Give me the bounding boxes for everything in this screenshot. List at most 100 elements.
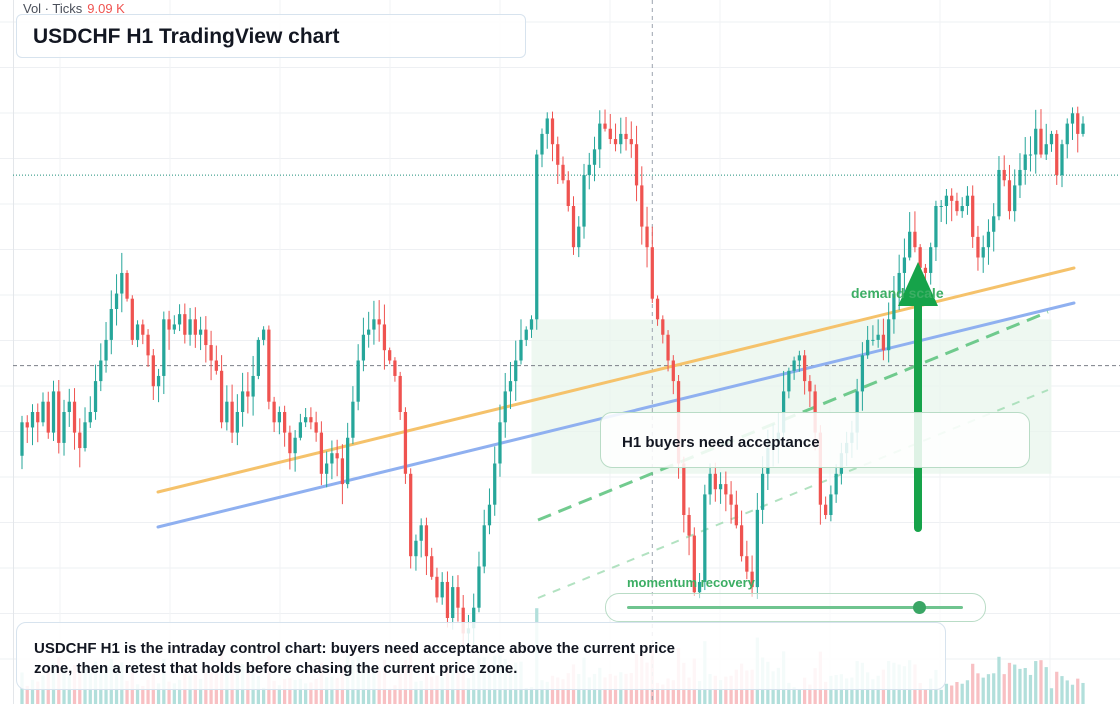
candle-body <box>824 504 828 515</box>
candle-body <box>1007 180 1012 212</box>
candle-body <box>62 412 66 443</box>
candle-body <box>1049 133 1054 145</box>
candle-body <box>934 206 938 248</box>
candle-body <box>225 401 229 423</box>
candle-body <box>760 473 765 510</box>
candle-body <box>109 309 113 340</box>
candle-body <box>1039 128 1043 155</box>
candle-body <box>1044 144 1048 155</box>
candle-body <box>330 453 334 464</box>
candle-body <box>472 607 476 629</box>
volume-bar <box>304 683 308 704</box>
volume-bar <box>529 687 534 704</box>
candle-body <box>561 164 565 181</box>
candle-body <box>1002 169 1006 181</box>
volume-bar <box>960 683 964 704</box>
candle-body <box>251 375 255 397</box>
volume-bar <box>1060 676 1064 704</box>
candle-body <box>235 412 239 433</box>
candle-body <box>892 293 896 320</box>
candle-body <box>971 195 975 237</box>
volume-bar <box>992 673 996 704</box>
volume-bar <box>1065 680 1069 704</box>
candle-body <box>282 412 287 433</box>
candle-body <box>950 195 954 201</box>
candle-body <box>866 339 870 356</box>
candle-body <box>556 144 560 165</box>
candle-body <box>99 360 103 382</box>
candle-body <box>718 484 723 490</box>
candle-body <box>388 350 392 361</box>
candle-body <box>965 195 970 206</box>
candle-body <box>361 334 366 361</box>
candle-body <box>871 339 875 341</box>
volume-bar <box>603 677 607 704</box>
candle-body <box>587 164 591 176</box>
candle-body <box>577 226 581 248</box>
candle-body <box>881 334 886 351</box>
volume-bar <box>277 685 281 704</box>
candle-body <box>372 319 376 330</box>
volume-bar <box>997 656 1001 704</box>
candle-body <box>367 329 371 335</box>
volume-bar <box>156 683 161 704</box>
candle-body <box>377 319 381 325</box>
volume-bar <box>1023 668 1027 704</box>
candle-body <box>834 473 838 495</box>
candle-body <box>319 432 324 474</box>
volume-bar <box>1034 661 1038 704</box>
volume-bar <box>587 677 591 704</box>
volume-bar <box>1081 682 1085 704</box>
candle-body <box>309 417 313 423</box>
candle-body <box>687 515 691 536</box>
candle-body <box>792 360 796 371</box>
candle-body <box>708 473 712 495</box>
volume-bar <box>561 679 565 704</box>
candle-body <box>209 345 213 361</box>
candle-body <box>929 247 933 273</box>
volume-bar <box>971 663 975 704</box>
candle-body <box>682 463 686 515</box>
candle-body <box>603 123 607 129</box>
volume-bar <box>146 679 150 704</box>
volume-bar <box>955 682 959 704</box>
momentum-knob[interactable] <box>913 601 927 614</box>
volume-bar <box>67 676 71 704</box>
volume-bar <box>965 680 970 704</box>
channel-lower-line[interactable] <box>537 389 1049 599</box>
candle-body <box>713 473 717 490</box>
candle-body <box>256 339 260 376</box>
candle-body <box>288 432 292 454</box>
volume-bar <box>929 678 933 704</box>
volume-bar <box>871 679 875 704</box>
candle-body <box>424 525 429 557</box>
candle-body <box>960 206 964 212</box>
candle-body <box>829 494 833 515</box>
candle-body <box>456 587 460 608</box>
candle-body <box>1034 128 1038 155</box>
volume-bar <box>419 680 423 704</box>
volume-bar <box>314 679 318 704</box>
volume-bar <box>1002 674 1006 704</box>
volume-bar <box>30 679 35 704</box>
momentum-slider[interactable] <box>605 593 986 622</box>
candle-body <box>745 556 749 572</box>
candle-body <box>114 293 119 309</box>
candle-body <box>451 587 455 618</box>
candle-body <box>304 417 308 423</box>
volume-bar <box>850 677 854 704</box>
candle-body <box>409 473 413 557</box>
candle-body <box>955 200 959 212</box>
volume-bar <box>545 681 549 704</box>
volume-bar <box>792 687 796 704</box>
volume-bar <box>808 684 812 704</box>
candle-body <box>477 566 481 608</box>
candle-body <box>46 401 50 433</box>
candle-body <box>1065 123 1069 145</box>
candle-body <box>104 339 108 361</box>
volume-bar <box>25 685 29 704</box>
candle-body <box>566 180 570 206</box>
volume-bar <box>824 681 828 704</box>
volume-bar <box>430 676 434 704</box>
candle-body <box>524 329 528 340</box>
